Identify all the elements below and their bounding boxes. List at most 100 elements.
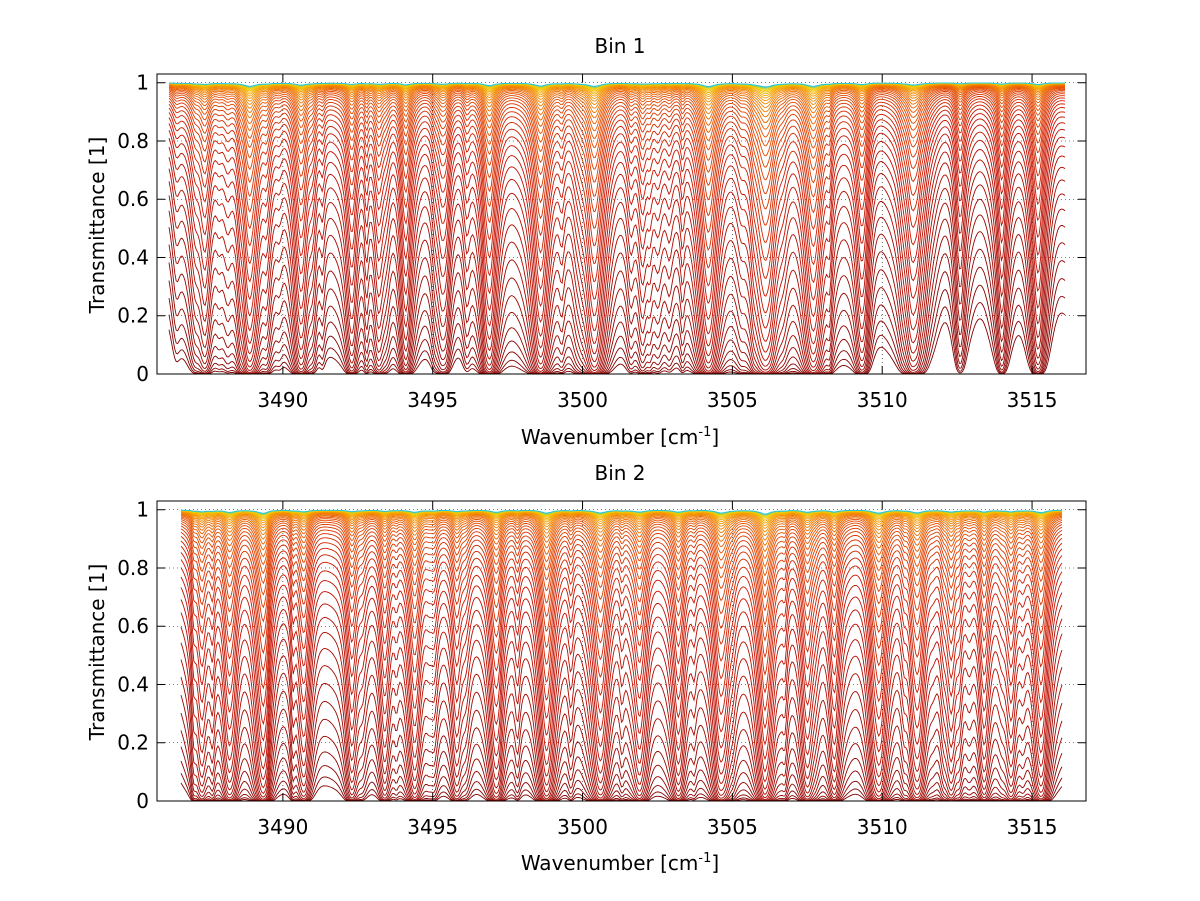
x-tick-label: 3515 [1007, 388, 1058, 412]
series-line [168, 193, 1066, 375]
series-line [168, 91, 1066, 195]
series-line [168, 95, 1066, 226]
series-line [168, 208, 1066, 375]
y-tick-label: 0.4 [117, 672, 149, 696]
series-line [168, 86, 1065, 138]
x-axis-label-sup: -1 [698, 425, 711, 440]
series-line [168, 83, 1065, 102]
series-line [168, 128, 1066, 353]
series-line [168, 84, 1065, 113]
subplot-bin-2: Bin 2 0 0.2 0.4 0.6 0.8 1 3490 3495 3500 3505 351… [85, 461, 1087, 875]
y-tick-labels: 0 0.2 0.4 0.6 0.8 1 [117, 498, 149, 813]
x-axis-label-main: Wavenumber [cm [521, 425, 699, 449]
y-tick-label: 0.8 [117, 129, 149, 153]
series-line [180, 516, 1063, 568]
x-axis-label-sup: -1 [698, 851, 711, 866]
series-line [168, 179, 1066, 374]
series-line [180, 642, 1063, 801]
axes-box [156, 73, 1087, 375]
series-line [180, 567, 1063, 761]
series-line [168, 87, 1066, 157]
x-tick-label: 3500 [557, 388, 608, 412]
series-line [168, 111, 1066, 314]
series-line [180, 540, 1063, 694]
series-group [180, 509, 1063, 802]
series-line [180, 535, 1063, 676]
series-line [180, 676, 1063, 802]
series-line [168, 84, 1065, 118]
series-line [180, 576, 1063, 773]
y-tick-label: 0.6 [117, 187, 149, 211]
x-tick-label: 3490 [257, 388, 308, 412]
x-tick-label: 3495 [407, 815, 458, 839]
series-line [180, 587, 1063, 783]
x-tick-label: 3505 [707, 388, 758, 412]
series-line [180, 612, 1063, 796]
series-line [168, 85, 1065, 130]
y-axis-label: Transmittance [1] [85, 137, 109, 315]
series-line [180, 694, 1063, 802]
series-line [168, 84, 1065, 108]
series-line [180, 559, 1063, 746]
series-line [168, 107, 1066, 297]
ticks [157, 501, 1086, 802]
series-line [181, 509, 1062, 515]
x-tick-label: 3495 [407, 388, 458, 412]
series-line [180, 515, 1063, 560]
series-line [168, 100, 1066, 262]
ticks [157, 74, 1086, 375]
series-line [180, 523, 1063, 612]
series-line [168, 136, 1066, 361]
y-tick-labels: 0 0.2 0.4 0.6 0.8 1 [117, 71, 149, 386]
y-tick-label: 0.2 [117, 731, 149, 755]
series-line [180, 512, 1063, 537]
x-axis-label-end: ] [711, 851, 719, 875]
x-tick-label: 3510 [857, 815, 908, 839]
y-axis-label: Transmittance [1] [85, 564, 109, 742]
series-line [168, 224, 1066, 375]
series-line [180, 517, 1063, 577]
series-line [168, 155, 1066, 371]
series-line [168, 145, 1066, 367]
chart-title: Bin 1 [594, 34, 645, 58]
y-tick-label: 0.4 [117, 245, 149, 269]
series-line [169, 82, 1065, 88]
series-line [168, 166, 1066, 373]
series-line [168, 242, 1066, 375]
axes-box [156, 500, 1087, 802]
series-line [180, 519, 1063, 587]
series-line [168, 90, 1066, 181]
x-axis-label: Wavenumber [cm-1] [521, 851, 719, 875]
subplot-bin-1: Bin 1 0 0.2 0.4 0.6 0.8 1 3490 3495 3500 3505 351… [85, 34, 1087, 449]
y-tick-label: 0 [136, 789, 149, 813]
x-axis-label-main: Wavenumber [cm [521, 851, 699, 875]
y-tick-label: 0.6 [117, 614, 149, 638]
series-line [180, 528, 1063, 642]
y-tick-label: 1 [136, 498, 149, 522]
series-line [168, 122, 1066, 342]
x-tick-label: 3515 [1007, 815, 1058, 839]
series-line [168, 83, 1065, 105]
y-tick-label: 1 [136, 71, 149, 95]
x-tick-label: 3500 [557, 815, 608, 839]
y-tick-label: 0.2 [117, 304, 149, 328]
x-axis-label: Wavenumber [cm-1] [521, 425, 719, 449]
grid [157, 74, 1086, 374]
series-line [180, 514, 1063, 553]
x-tick-labels: 3490 3495 3500 3505 3510 3515 [257, 388, 1057, 412]
series-line [180, 525, 1063, 627]
series-line [180, 599, 1063, 790]
series-line [168, 93, 1066, 210]
series-line [168, 88, 1066, 168]
series-line [168, 97, 1066, 244]
x-tick-label: 3490 [257, 815, 308, 839]
series-line [180, 552, 1063, 730]
series-line [180, 513, 1063, 546]
series-line [180, 659, 1063, 801]
series-line [168, 87, 1066, 147]
x-tick-label: 3510 [857, 388, 908, 412]
series-line [180, 626, 1063, 799]
y-tick-label: 0 [136, 362, 149, 386]
series-group [168, 82, 1066, 375]
